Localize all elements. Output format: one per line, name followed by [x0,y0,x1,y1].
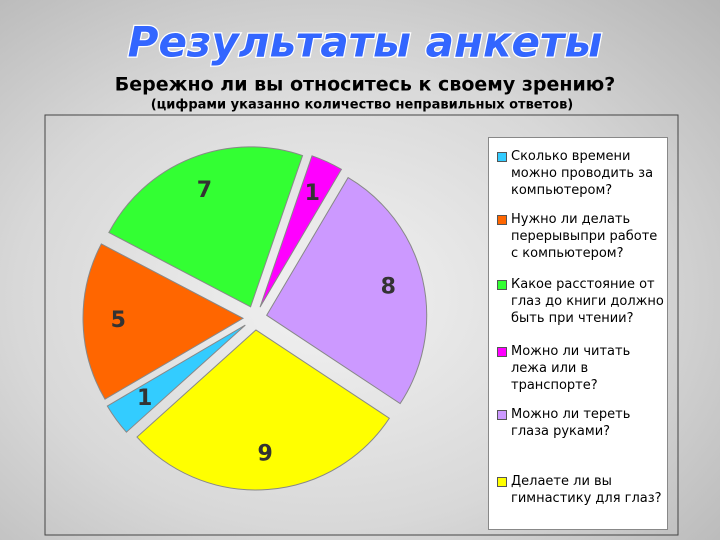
legend-swatch [497,410,507,420]
legend-swatch [497,152,507,162]
legend-swatch [497,477,507,487]
legend-label: Можно ли читать лежа или в транспорте? [511,344,631,393]
legend-item: Делаете ли вы гимнастику для глаз? [497,473,665,507]
legend-item: Сколько времени можно проводить за компь… [497,148,665,199]
legend-swatch [497,215,507,225]
pie-slice [108,146,304,308]
legend-label: Делаете ли вы гимнастику для глаз? [511,474,662,506]
legend-item: Можно ли тереть глаза руками? [497,406,665,440]
chart-title: Результаты анкеты [128,18,603,67]
pie-slice [106,324,246,433]
data-label: 7 [197,178,212,203]
legend-swatch [497,280,507,290]
legend-label: Какое расстояние от глаз до книги должно… [511,277,664,326]
legend: Сколько времени можно проводить за компь… [488,137,668,530]
data-label: 5 [111,308,126,333]
legend-label: Сколько времени можно проводить за компь… [511,149,654,198]
data-label: 1 [137,386,152,411]
data-label: 9 [258,441,273,466]
legend-item: Какое расстояние от глаз до книги должно… [497,276,665,327]
data-label: 1 [305,181,320,206]
pie-slice [266,176,428,405]
pie-slice [259,155,343,308]
legend-swatch [497,347,507,357]
pie-slice [136,329,391,491]
chart-note: (цифрами указанно количество неправильны… [151,98,574,113]
plot-frame [44,114,679,536]
legend-item: Нужно ли делать перерывыпри работе с ком… [497,211,665,262]
legend-label: Можно ли тереть глаза руками? [511,407,631,439]
pie-slice [82,243,245,400]
data-label: 8 [381,274,396,299]
legend-label: Нужно ли делать перерывыпри работе с ком… [511,212,658,261]
chart-subtitle: Бережно ли вы относитесь к своему зрению… [115,74,616,96]
pie: 1 5 7 1 8 9 [82,146,428,491]
legend-item: Можно ли читать лежа или в транспорте? [497,343,665,394]
